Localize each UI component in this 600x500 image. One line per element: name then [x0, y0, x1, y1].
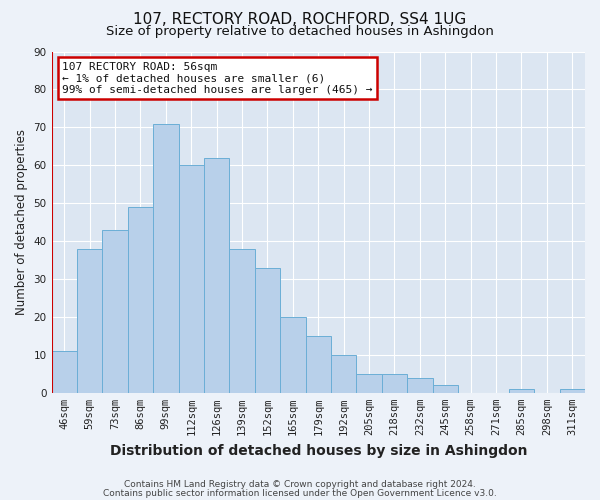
- Text: Size of property relative to detached houses in Ashingdon: Size of property relative to detached ho…: [106, 25, 494, 38]
- X-axis label: Distribution of detached houses by size in Ashingdon: Distribution of detached houses by size …: [110, 444, 527, 458]
- Bar: [255, 268, 280, 393]
- Bar: [331, 355, 356, 393]
- Bar: [128, 207, 153, 393]
- Bar: [153, 124, 179, 393]
- Bar: [509, 389, 534, 393]
- Bar: [103, 230, 128, 393]
- Bar: [280, 317, 305, 393]
- Bar: [382, 374, 407, 393]
- Text: Contains HM Land Registry data © Crown copyright and database right 2024.: Contains HM Land Registry data © Crown c…: [124, 480, 476, 489]
- Bar: [229, 248, 255, 393]
- Bar: [179, 166, 204, 393]
- Bar: [433, 385, 458, 393]
- Bar: [356, 374, 382, 393]
- Bar: [560, 389, 585, 393]
- Bar: [52, 351, 77, 393]
- Y-axis label: Number of detached properties: Number of detached properties: [15, 129, 28, 315]
- Bar: [407, 378, 433, 393]
- Text: Contains public sector information licensed under the Open Government Licence v3: Contains public sector information licen…: [103, 488, 497, 498]
- Bar: [204, 158, 229, 393]
- Text: 107 RECTORY ROAD: 56sqm
← 1% of detached houses are smaller (6)
99% of semi-deta: 107 RECTORY ROAD: 56sqm ← 1% of detached…: [62, 62, 373, 95]
- Bar: [305, 336, 331, 393]
- Text: 107, RECTORY ROAD, ROCHFORD, SS4 1UG: 107, RECTORY ROAD, ROCHFORD, SS4 1UG: [133, 12, 467, 28]
- Bar: [77, 248, 103, 393]
